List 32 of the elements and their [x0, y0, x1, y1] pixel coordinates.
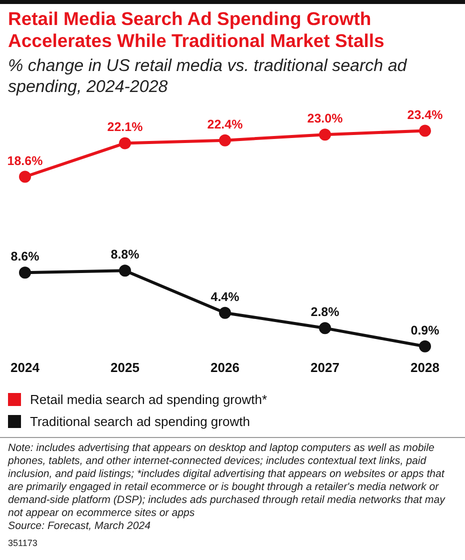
data-label: 2.8%: [310, 305, 340, 320]
point: [219, 306, 231, 319]
legend-label: Retail media search ad spending growth*: [30, 392, 268, 406]
x-tick-label: 2028: [410, 360, 440, 376]
point: [419, 124, 431, 137]
data-label: 8.8%: [110, 248, 140, 262]
data-label: 23.0%: [307, 112, 343, 126]
data-label: 22.4%: [207, 117, 243, 132]
data-label: 4.4%: [210, 290, 240, 304]
point: [319, 322, 331, 334]
text: 351173: [8, 538, 38, 548]
x-tick-label: 2025: [110, 360, 140, 376]
point: [319, 128, 331, 141]
point: [419, 340, 431, 352]
data-label: 8.6%: [10, 250, 40, 264]
data-label: 18.6%: [7, 154, 43, 168]
x-tick-label: 2024: [10, 360, 40, 376]
legend-label: Traditional search ad spending growth: [30, 414, 250, 428]
source-note: Source: Forecast, March 2024: [8, 520, 152, 533]
chart-subtitle: % change in US retail media vs. traditional search ad spending, 2024-2028: [8, 55, 408, 97]
chart-title: Retail Media Search Ad Spending Growth Accelerates While Traditional Market Stalls: [8, 8, 386, 52]
point: [219, 134, 231, 146]
point: [119, 264, 131, 277]
point: [119, 137, 131, 150]
x-tick-label: 2027: [310, 360, 340, 376]
point: [19, 170, 31, 183]
text: Note: includes advertising that appears on desktop and laptop computers as well as mobile phones, tablets, and other internet-connected devices; includes contextual text links, paid inclusion, and paid listings; *includes digital advertising that appears on websites or apps that are primarily engaged in retail ecommerce or is bought through a retailer's media network or demand-side platform (DSP); includes ads purchased through retail media networks that may not appear on ecommerce sites or apps: [8, 442, 446, 520]
data-label: 22.1%: [107, 120, 143, 134]
data-label: 23.4%: [407, 108, 443, 122]
data-label: 0.9%: [410, 323, 440, 338]
x-tick-label: 2026: [210, 360, 240, 376]
point: [19, 266, 31, 279]
